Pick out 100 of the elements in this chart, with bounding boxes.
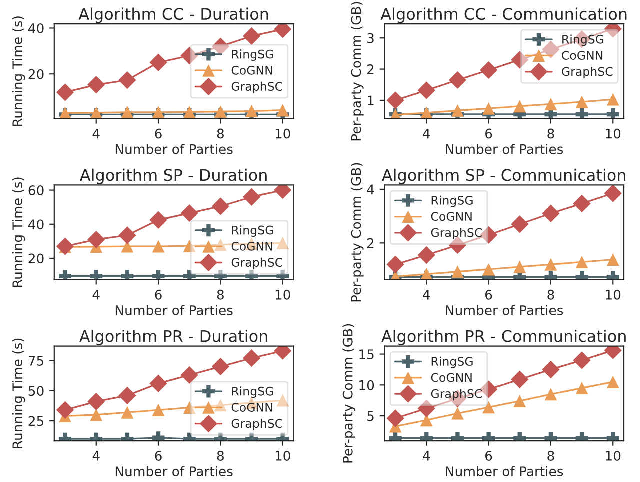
x-axis-title: Number of Parties — [116, 144, 233, 154]
point — [576, 108, 588, 119]
chart-title: Algorithm CC - Communication — [380, 8, 627, 24]
y-axis-title: Per-party Comm (GB) — [351, 2, 364, 141]
legend-label: GraphSC — [431, 389, 482, 401]
chart-title: Algorithm CC - Duration — [78, 8, 268, 24]
x-tick-label: 8 — [217, 290, 224, 300]
x-tick-label: 4 — [92, 290, 100, 300]
point — [150, 211, 168, 229]
point — [242, 188, 261, 206]
legend-label: CoGNN — [232, 66, 272, 75]
point — [511, 51, 529, 69]
point — [511, 370, 529, 388]
point — [183, 106, 196, 118]
legend-label: CoGNN — [562, 51, 603, 60]
y-tick-label: 5 — [368, 411, 374, 422]
y-tick-label: 60 — [28, 186, 44, 196]
point — [56, 238, 74, 256]
point — [420, 268, 433, 280]
legend-label: GraphSC — [562, 67, 613, 78]
y-tick-label: 10 — [360, 380, 374, 390]
y-tick-label: 2 — [368, 64, 374, 74]
point — [542, 40, 560, 58]
point — [183, 240, 196, 252]
point — [514, 260, 526, 274]
y-tick-label: 40 — [28, 220, 44, 230]
y-tick-label: 75 — [28, 356, 44, 366]
x-axis-title: Number of Parties — [116, 305, 233, 316]
point — [511, 216, 529, 234]
x-tick-label: 10 — [606, 128, 621, 139]
x-tick-label: 4 — [92, 451, 100, 461]
point — [121, 406, 134, 419]
point — [276, 236, 290, 250]
legend-label: GraphSC — [232, 418, 282, 430]
x-tick-label: 8 — [217, 450, 224, 461]
point — [606, 376, 620, 388]
point — [482, 401, 496, 414]
point — [183, 402, 196, 414]
point — [418, 82, 436, 100]
point — [242, 27, 261, 46]
x-tick-label: 10 — [276, 290, 290, 300]
point — [418, 246, 436, 264]
x-axis-title: Number of Parties — [446, 144, 564, 154]
point — [576, 256, 588, 268]
x-tick-label: 4 — [92, 128, 100, 139]
y-axis-title: Running Time (s) — [12, 178, 26, 288]
point — [514, 100, 526, 113]
y-tick-label: 1 — [368, 96, 374, 106]
legend-label: RingSG — [232, 386, 274, 398]
chart-title: Algorithm PR - Communication — [382, 330, 626, 346]
point — [276, 394, 290, 407]
chart-title: Algorithm SP - Duration — [80, 168, 267, 184]
point — [88, 392, 106, 411]
point — [90, 408, 103, 422]
point — [212, 358, 230, 376]
point — [88, 230, 106, 249]
point — [180, 204, 198, 222]
x-axis-title: Number of Parties — [446, 305, 564, 316]
legend-label: RingSG — [562, 34, 604, 46]
legend-label: CoGNN — [431, 373, 472, 382]
x-tick-label: 10 — [606, 450, 621, 461]
point — [180, 46, 198, 65]
y-axis-title: Running Time (s) — [12, 338, 26, 448]
chart-title: Algorithm PR - Duration — [80, 330, 268, 346]
y-tick-label: 20 — [28, 69, 44, 80]
y-tick-label: 40 — [28, 23, 44, 34]
point — [482, 102, 496, 115]
point — [544, 388, 558, 401]
y-tick-label: 50 — [28, 386, 44, 396]
x-tick-label: 8 — [217, 128, 224, 139]
point — [118, 386, 136, 405]
y-axis-title: Running Time (s) — [12, 16, 26, 126]
y-tick-label: 3 — [368, 33, 374, 44]
point — [246, 105, 258, 118]
x-tick-label: 4 — [423, 451, 430, 461]
point — [606, 108, 620, 119]
chart-title: Algorithm SP - Communication — [382, 168, 626, 184]
point — [56, 84, 74, 102]
point — [480, 61, 498, 80]
x-axis-title: Number of Parties — [116, 466, 233, 477]
legend-label: CoGNN — [232, 242, 272, 251]
x-tick-label: 6 — [486, 290, 492, 300]
point — [152, 240, 165, 253]
x-tick-label: 10 — [276, 450, 290, 461]
x-tick-label: 6 — [486, 128, 492, 139]
point — [606, 254, 620, 266]
x-tick-label: 6 — [155, 450, 162, 461]
y-tick-label: 20 — [28, 254, 44, 264]
point — [88, 76, 106, 94]
point — [573, 352, 591, 370]
point — [542, 360, 560, 379]
x-axis-title: Number of Parties — [446, 466, 564, 477]
y-axis-title: Per-party Comm (GB) — [351, 163, 364, 302]
y-axis-title: Per-party Comm (GB) — [342, 324, 356, 463]
point — [118, 226, 136, 244]
point — [542, 204, 560, 222]
point — [212, 38, 230, 56]
legend-label: CoGNN — [431, 212, 472, 222]
point — [482, 263, 496, 276]
legend-label: GraphSC — [232, 82, 282, 94]
